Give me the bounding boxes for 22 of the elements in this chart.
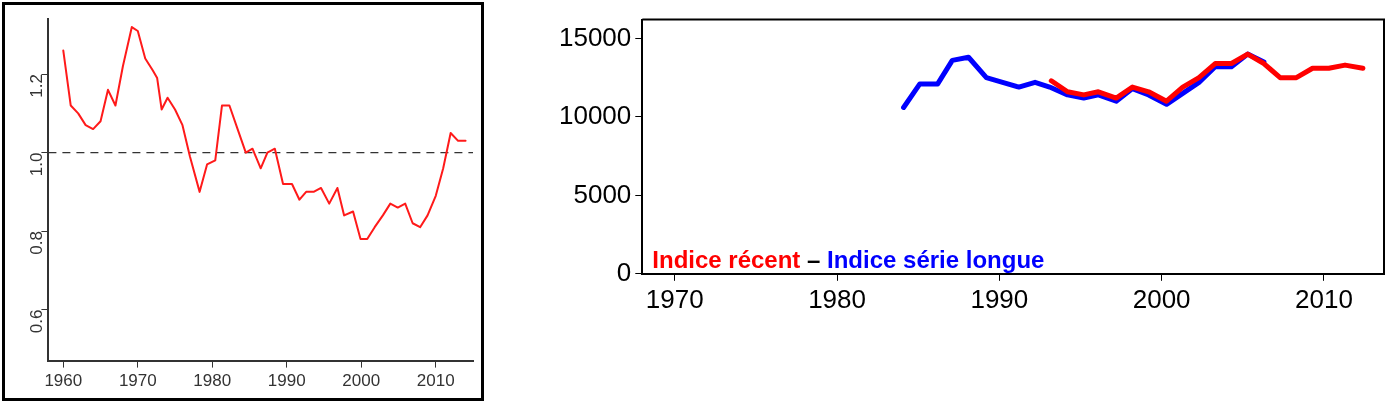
x-tick-label: 1980 (193, 371, 232, 391)
y-tick-label: 0.6 (27, 309, 47, 334)
y-tick-label: 0.8 (27, 231, 47, 255)
x-tick-label: 1970 (645, 283, 704, 314)
x-tick-label: 1970 (118, 371, 157, 391)
y-tick-label: 1.2 (27, 74, 47, 98)
y-tick-label: 10000 (558, 100, 632, 131)
x-tick-label: 2010 (1295, 283, 1353, 314)
text: Indice série longue (827, 245, 1045, 273)
x-tick-label: 2000 (342, 371, 381, 391)
x-tick-label: 1960 (44, 371, 83, 391)
y-tick-label: 1.0 (27, 152, 47, 177)
x-tick-label: 1980 (808, 283, 866, 314)
x-tick-label: 2000 (1132, 283, 1191, 314)
y-tick-label: 0 (616, 256, 632, 287)
x-tick-label: 1990 (267, 371, 306, 391)
annotation: – (800, 245, 828, 273)
text: Indice récent (652, 245, 801, 273)
y-tick-label: 15000 (558, 21, 632, 52)
x-tick-label: 2010 (416, 371, 455, 391)
x-tick-label: 1990 (970, 283, 1029, 314)
y-tick-label: 5000 (573, 178, 632, 209)
